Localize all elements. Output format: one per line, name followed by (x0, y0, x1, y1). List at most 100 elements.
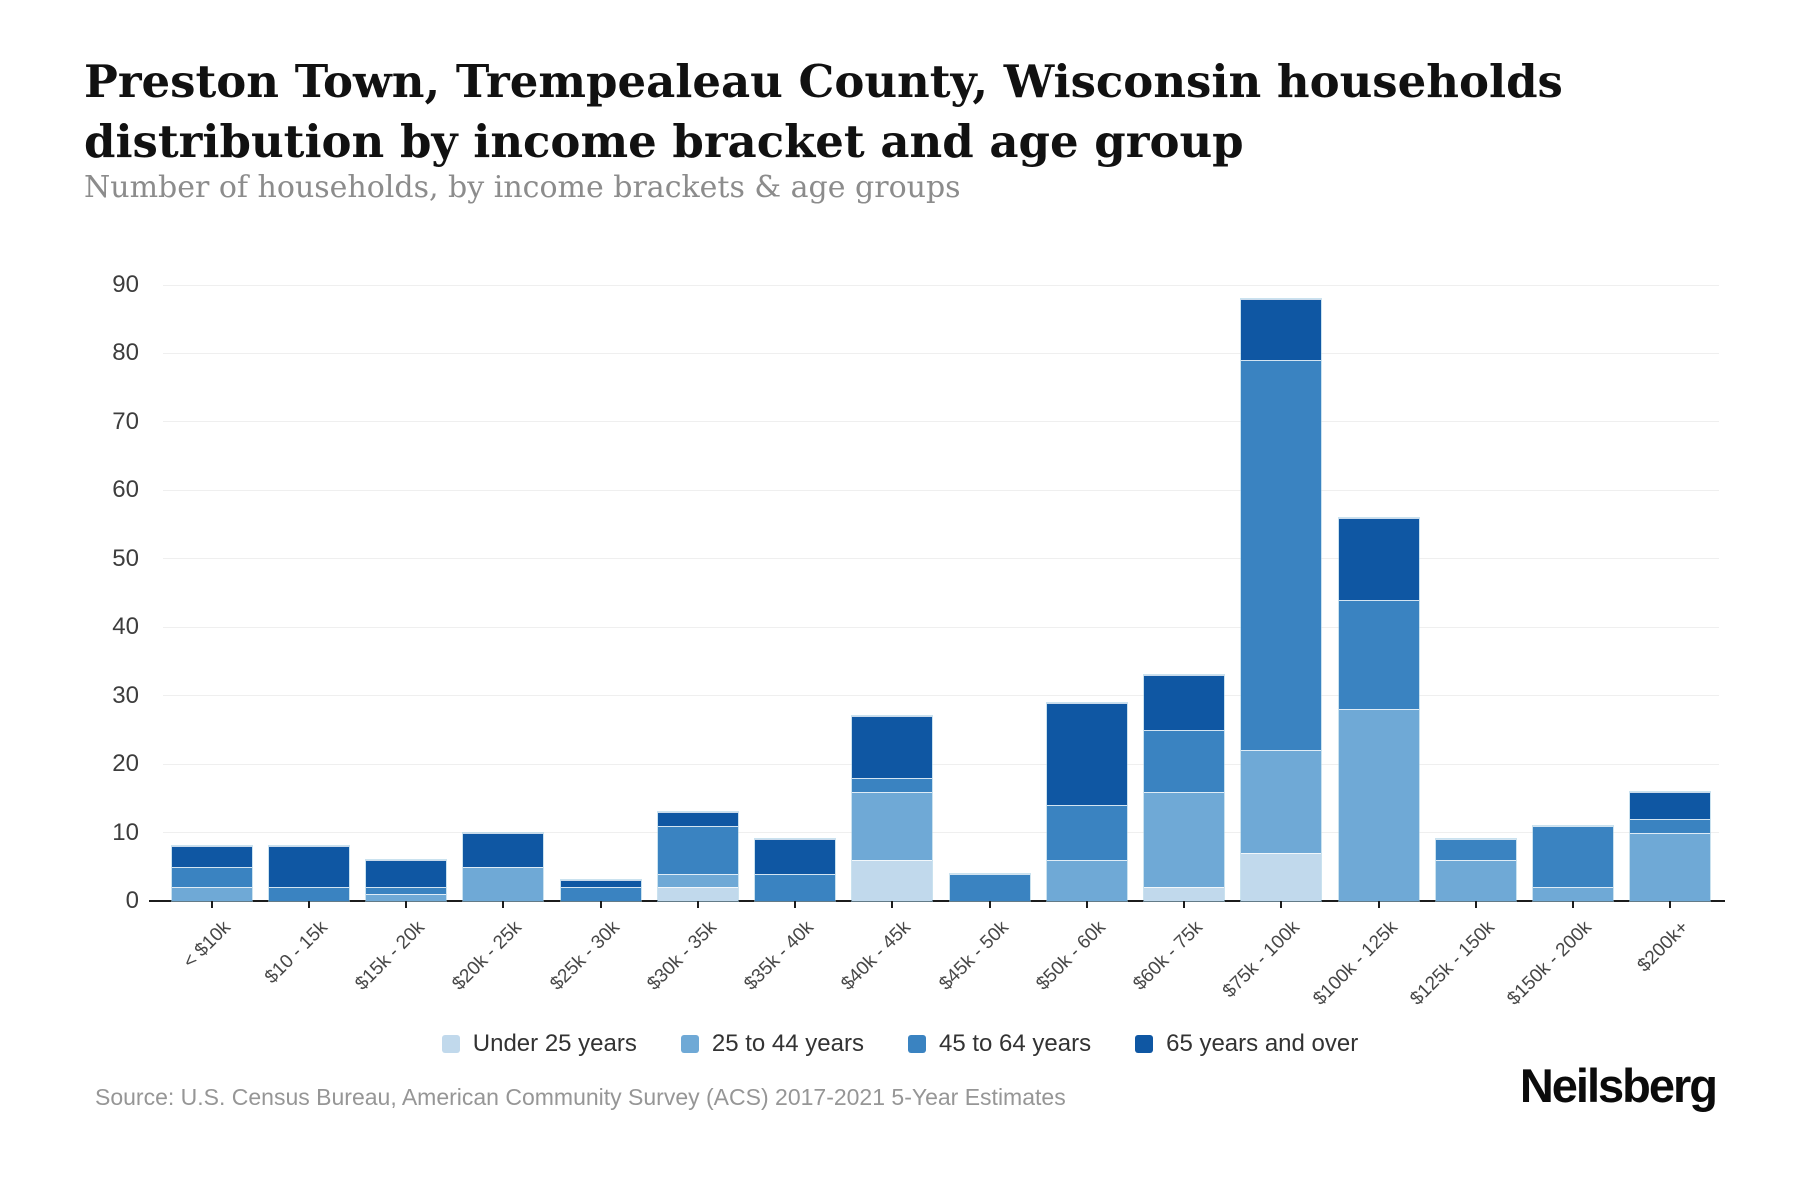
legend-item-under-25-years[interactable]: Under 25 years (441, 1030, 637, 1058)
bar-segment-25-to-44-years[interactable] (1630, 832, 1711, 901)
bar-segment-45-to-64-years[interactable] (171, 866, 252, 888)
x-axis-category-label: $30k - 35k (643, 917, 721, 995)
bar-segment-45-to-64-years[interactable] (1435, 839, 1516, 860)
bar-segment-45-to-64-years[interactable] (852, 777, 933, 792)
bar-segment-65-years-and-over[interactable] (1046, 702, 1127, 806)
bar-segment-45-to-64-years[interactable] (657, 825, 738, 874)
legend-swatch-icon (680, 1035, 699, 1053)
y-axis-tick-label: 0 (125, 887, 139, 914)
bar--30k-35k[interactable] (657, 812, 738, 901)
bar-segment-25-to-44-years[interactable] (1533, 887, 1614, 901)
bar--35k-40k[interactable] (755, 839, 836, 901)
bar-segment-25-to-44-years[interactable] (1241, 750, 1322, 854)
legend-item-45-to-64-years[interactable]: 45 to 64 years (907, 1030, 1092, 1058)
x-axis-tick (1474, 901, 1477, 908)
bar--150k-200k[interactable] (1533, 825, 1614, 901)
bar-segment-45-to-64-years[interactable] (560, 887, 641, 901)
bar-segment-65-years-and-over[interactable] (1630, 791, 1711, 819)
bar-segment-65-years-and-over[interactable] (366, 859, 447, 888)
bar--25k-30k[interactable] (560, 880, 641, 901)
bar-segment-45-to-64-years[interactable] (366, 887, 447, 895)
x-axis-category-label: $20k - 25k (448, 917, 527, 995)
bar-segment-25-to-44-years[interactable] (657, 873, 738, 888)
bar-segment-25-to-44-years[interactable] (463, 866, 544, 901)
bar-segment-45-to-64-years[interactable] (1338, 599, 1419, 710)
legend-label: 65 years and over (1166, 1030, 1359, 1057)
x-axis-category-label: $150k - 200k (1503, 917, 1596, 1010)
bar--15k-20k[interactable] (366, 859, 447, 901)
bar--50k-60k[interactable] (1046, 702, 1127, 901)
bar-segment-under-25-years[interactable] (1241, 853, 1322, 901)
y-axis-tick-label: 90 (112, 271, 139, 298)
x-axis-tick (405, 901, 408, 908)
bar--45k-50k[interactable] (949, 873, 1030, 901)
bar-segment-25-to-44-years[interactable] (366, 894, 447, 901)
y-axis-tick-label: 20 (112, 750, 139, 778)
x-axis-category-label: $60k - 75k (1129, 917, 1207, 995)
x-axis-category-label: $200k+ (1633, 917, 1694, 977)
bar--10-15k[interactable] (268, 846, 349, 901)
legend-label: 25 to 44 years (711, 1030, 864, 1057)
bar-segment-65-years-and-over[interactable] (1144, 675, 1225, 730)
x-axis-category-label: $125k - 150k (1406, 917, 1499, 1010)
bar--20k-25k[interactable] (463, 832, 544, 901)
bar--10k[interactable] (171, 846, 252, 901)
x-axis-tick (210, 901, 213, 908)
plot-area: 0 10 20 30 40 50 60 70 80 90 < $10k $10 - 15k $15k -… (112, 271, 1725, 1010)
bar-segment-65-years-and-over[interactable] (1241, 298, 1322, 361)
legend-item-25-to-44-years[interactable]: 25 to 44 years (680, 1030, 864, 1058)
bar-segment-under-25-years[interactable] (852, 859, 933, 901)
bar-segment-25-to-44-years[interactable] (1338, 709, 1419, 901)
bar--200k-[interactable] (1630, 791, 1711, 901)
x-axis-line (149, 900, 1725, 902)
bar-segment-25-to-44-years[interactable] (852, 791, 933, 860)
bar-segment-65-years-and-over[interactable] (1338, 517, 1419, 600)
x-axis-category-label: $15k - 20k (351, 917, 429, 995)
bar-segment-65-years-and-over[interactable] (657, 812, 738, 826)
bar-segment-25-to-44-years[interactable] (1435, 859, 1516, 901)
legend-label: Under 25 years (472, 1030, 637, 1057)
y-axis-tick-label: 10 (112, 818, 139, 846)
y-axis-tick-label: 30 (112, 681, 139, 709)
bar-segment-65-years-and-over[interactable] (560, 880, 641, 888)
gridline-y50 (163, 558, 1719, 560)
bar-segment-under-25-years[interactable] (657, 887, 738, 901)
bar-segment-25-to-44-years[interactable] (1046, 859, 1127, 901)
bar--100k-125k[interactable] (1338, 517, 1419, 901)
bar-segment-45-to-64-years[interactable] (1630, 818, 1711, 833)
gridline-y60 (163, 489, 1719, 491)
bar-segment-45-to-64-years[interactable] (755, 873, 836, 901)
bar--60k-75k[interactable] (1144, 675, 1225, 901)
y-axis-tick-label: 40 (112, 613, 139, 641)
bar-segment-under-25-years[interactable] (1144, 887, 1225, 901)
x-axis-category-label: $25k - 30k (545, 917, 624, 995)
x-axis-tick (696, 901, 699, 908)
legend-label: 45 to 64 years (938, 1030, 1092, 1057)
y-axis-tick-label: 60 (112, 476, 139, 504)
x-axis-category-label: $50k - 60k (1032, 917, 1110, 995)
bar-segment-45-to-64-years[interactable] (268, 887, 349, 901)
gridline-y30 (163, 695, 1719, 697)
bar-segment-45-to-64-years[interactable] (949, 873, 1030, 901)
x-axis-tick (1183, 901, 1186, 908)
bar--75k-100k[interactable] (1241, 298, 1322, 901)
legend-item-65-years-and-over[interactable]: 65 years and over (1135, 1030, 1358, 1058)
bar-segment-25-to-44-years[interactable] (171, 887, 252, 901)
bar-segment-45-to-64-years[interactable] (1144, 729, 1225, 792)
bar--125k-150k[interactable] (1435, 839, 1516, 901)
bar-segment-45-to-64-years[interactable] (1046, 805, 1127, 860)
bar-segment-65-years-and-over[interactable] (852, 716, 933, 778)
bar-segment-65-years-and-over[interactable] (268, 846, 349, 888)
bar-segment-65-years-and-over[interactable] (463, 832, 544, 867)
bar-segment-45-to-64-years[interactable] (1533, 825, 1614, 888)
bar-segment-25-to-44-years[interactable] (1144, 791, 1225, 888)
bar-segment-45-to-64-years[interactable] (1241, 360, 1322, 751)
bar-segment-65-years-and-over[interactable] (755, 839, 836, 874)
chart-title-line2: distribution by income bracket and age g… (84, 115, 1244, 168)
neilsberg-logo[interactable]: Neilsberg (1519, 1059, 1718, 1112)
bar-segment-65-years-and-over[interactable] (171, 846, 252, 867)
y-axis-tick-label: 50 (112, 544, 139, 572)
bar--40k-45k[interactable] (852, 716, 933, 901)
x-axis-tick (1572, 901, 1575, 908)
legend-swatch-icon (907, 1035, 926, 1053)
